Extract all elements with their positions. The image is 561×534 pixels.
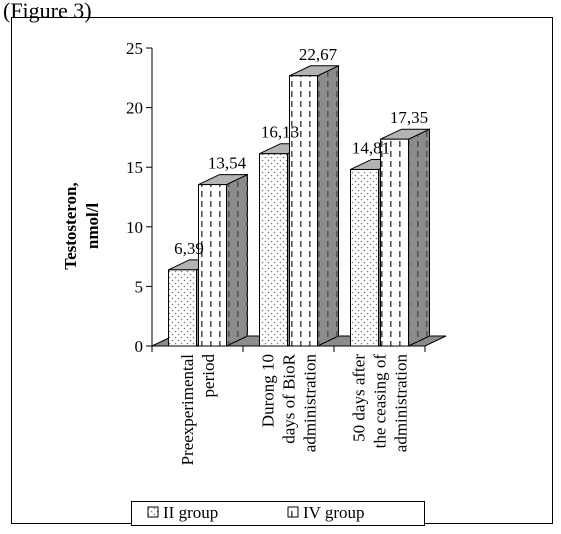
category-label: 50 days after	[350, 354, 369, 442]
bar-front-face	[289, 75, 318, 347]
category-label: administration	[301, 354, 320, 453]
category-label: days of BioR	[280, 353, 299, 443]
y-tick-label: 20	[126, 99, 143, 118]
y-tick-label: 15	[126, 158, 143, 177]
bar-0-1	[198, 173, 248, 347]
data-label: 16,13	[261, 123, 299, 142]
category-label: Preexperimental	[178, 354, 197, 466]
bar-front-face	[259, 153, 288, 347]
category-label: period	[199, 354, 218, 398]
category-label: Durong 10	[259, 354, 278, 427]
data-label: 13,54	[208, 154, 247, 173]
category-label: administration	[392, 354, 411, 453]
bars	[168, 64, 430, 347]
data-label: 17,35	[390, 108, 428, 127]
bar-front-face	[168, 269, 197, 347]
data-label: 6,39	[174, 239, 204, 258]
y-axis-title-line1: Testosteron,	[61, 182, 80, 269]
y-axis-title-line2: nmol/l	[83, 203, 102, 250]
bar-2-1	[380, 128, 430, 347]
bar-front-face	[350, 168, 379, 347]
category-labels: Preexperimental period Durong 10 days of Bi…	[178, 353, 411, 465]
legend-swatch	[287, 506, 299, 518]
y-tick-label: 5	[135, 277, 144, 296]
bar-front-face	[380, 138, 409, 347]
category-label: the ceasing of	[371, 354, 390, 449]
bar-front-face	[198, 184, 227, 347]
data-label: 22,67	[299, 45, 338, 64]
bar-side-pattern	[317, 65, 339, 347]
legend-box	[131, 501, 425, 526]
data-label: 14,81	[352, 138, 390, 157]
legend: II group IV group	[131, 501, 425, 526]
caption-text: (Figure 3)	[3, 0, 92, 23]
caption-fragment: (Figure 3)	[3, 0, 92, 23]
bar-1-1	[289, 64, 339, 347]
bar-side-pattern	[408, 129, 430, 346]
y-tick-label: 0	[135, 337, 144, 356]
y-tick-label: 10	[126, 218, 143, 237]
bar-side-pattern	[226, 174, 248, 346]
y-tick-labels: 0 5 10 15 20 25	[126, 39, 143, 356]
legend-label: II group	[163, 503, 218, 522]
legend-swatch	[147, 506, 159, 518]
legend-label: IV group	[303, 503, 365, 522]
y-tick-label: 25	[126, 39, 143, 58]
